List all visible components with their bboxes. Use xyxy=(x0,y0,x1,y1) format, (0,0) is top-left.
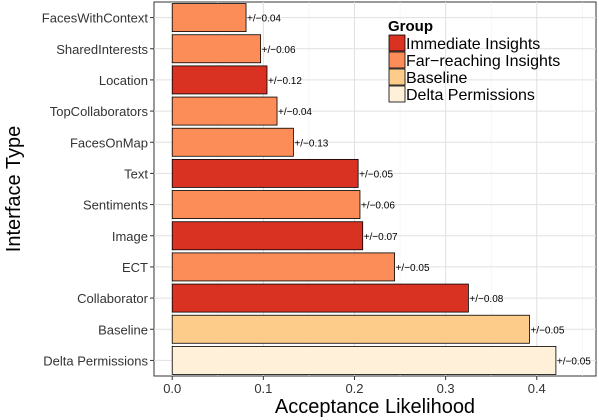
legend-swatch xyxy=(388,51,406,69)
bars-group: +/−0.04 +/−0.06 +/−0.12 +/−0.04 +/−0.13 +/−0.… xyxy=(171,3,591,375)
category-label: Collaborator xyxy=(77,291,148,306)
legend-swatch xyxy=(388,34,406,52)
error-label: +/−0.05 xyxy=(557,356,591,367)
category-label: Text xyxy=(124,166,148,181)
category-labels: FacesWithContext SharedInterests Location T… xyxy=(42,11,154,368)
bar-delta-permissions xyxy=(171,345,557,375)
bar-sharedinterests xyxy=(171,34,262,64)
x-axis-title: Acceptance Likelihood xyxy=(275,396,475,418)
category-label: Sentiments xyxy=(83,198,149,213)
legend-label: Baseline xyxy=(406,70,467,87)
error-label: +/−0.05 xyxy=(530,325,564,336)
category-label: Baseline xyxy=(98,322,148,337)
bar-collaborator xyxy=(171,283,469,313)
category-label: SharedInterests xyxy=(56,42,148,57)
error-label: +/−0.08 xyxy=(469,294,503,305)
error-label: +/−0.07 xyxy=(364,232,398,243)
plot-panel xyxy=(153,1,597,377)
legend-label: Delta Permissions xyxy=(406,87,535,104)
bar-location xyxy=(171,65,268,95)
error-label: +/−0.13 xyxy=(294,138,328,149)
bar-facesonmap xyxy=(171,127,294,157)
error-label: +/−0.04 xyxy=(278,107,312,118)
category-label: Image xyxy=(112,229,148,244)
bar-image xyxy=(171,221,364,251)
category-label: ECT xyxy=(122,260,148,275)
legend-label: Far−reaching Insights xyxy=(406,53,560,70)
x-tick-label: 0.4 xyxy=(528,381,546,396)
bar-sentiments xyxy=(171,190,361,220)
legend-swatch xyxy=(388,85,406,103)
bar-faceswithcontext xyxy=(171,3,247,33)
error-label: +/−0.04 xyxy=(247,14,281,25)
error-label: +/−0.05 xyxy=(359,169,393,180)
category-label: Delta Permissions xyxy=(43,353,148,368)
category-label: FacesOnMap xyxy=(70,135,148,150)
legend-label: Immediate Insights xyxy=(406,36,540,53)
legend-swatch xyxy=(388,68,406,86)
x-tick-label: 0.0 xyxy=(163,381,181,396)
x-tick-label: 0.1 xyxy=(254,381,272,396)
legend-title: Group xyxy=(388,18,433,35)
y-axis-title: Interface Type xyxy=(3,126,25,252)
error-label: +/−0.06 xyxy=(361,201,395,212)
bar-topcollaborators xyxy=(171,96,278,126)
category-label: FacesWithContext xyxy=(42,11,149,26)
error-label: +/−0.12 xyxy=(268,76,302,87)
x-tick-label: 0.3 xyxy=(437,381,455,396)
error-label: +/−0.06 xyxy=(262,45,296,56)
x-axis-ticks: 0.0 0.1 0.2 0.3 0.4 xyxy=(163,376,546,396)
category-label: Location xyxy=(99,73,148,88)
category-label: TopCollaborators xyxy=(50,104,149,119)
bar-text xyxy=(171,158,359,188)
bar-baseline xyxy=(171,314,530,344)
error-label: +/−0.05 xyxy=(396,263,430,274)
x-tick-label: 0.2 xyxy=(345,381,363,396)
bar-ect xyxy=(171,252,395,282)
